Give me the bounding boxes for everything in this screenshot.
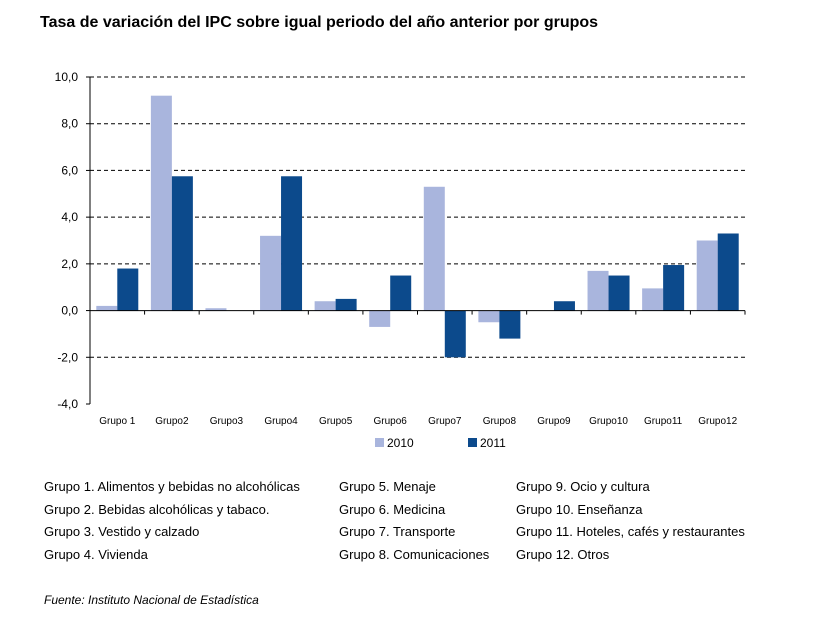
note-item: Grupo 2. Bebidas alcohólicas y tabaco.	[44, 501, 270, 517]
y-tick-label: 4,0	[61, 210, 78, 224]
x-category-label: Grupo12	[698, 416, 737, 427]
bar-2010-1	[96, 305, 118, 311]
bar-2011-10	[608, 275, 630, 311]
note-item: Grupo 7. Transporte	[339, 524, 456, 540]
bar-2011-1	[117, 268, 139, 311]
x-category-label: Grupo8	[483, 416, 517, 427]
bar-2011-8	[499, 310, 521, 339]
x-category-label: Grupo5	[319, 416, 353, 427]
bar-2010-7	[423, 186, 445, 311]
notes-column-2: Grupo 5. Menaje Grupo 6. Medicina Grupo …	[339, 476, 489, 567]
note-item: Grupo 12. Otros	[516, 547, 610, 563]
bar-2011-6	[390, 275, 412, 311]
x-category-label: Grupo4	[264, 416, 298, 427]
bar-2011-11	[663, 265, 685, 311]
bar-chart: -4,0-2,00,02,04,06,08,010,0 Grupo 1 Grupo…	[55, 70, 746, 450]
legend-label-2010: 2010	[387, 436, 414, 450]
bar-2011-9	[553, 301, 575, 311]
source-note: Fuente: Instituto Nacional de Estadístic…	[44, 593, 259, 607]
legend-label-2011: 2011	[480, 436, 506, 450]
x-category-label: Grupo2	[155, 416, 189, 427]
bar-2010-6	[369, 310, 391, 327]
bar-2010-11	[642, 288, 664, 311]
notes-column-3: Grupo 9. Ocio y cultura Grupo 10. Enseña…	[516, 476, 745, 567]
bars	[96, 95, 739, 358]
y-tick-label: 10,0	[55, 70, 79, 84]
bar-2010-5	[314, 301, 336, 311]
bar-2010-10	[587, 270, 609, 311]
legend: 2010 2011	[375, 436, 506, 450]
bar-2010-2	[150, 95, 172, 311]
note-item: Grupo 1. Alimentos y bebidas no alcohóli…	[44, 479, 300, 494]
x-category-label: Grupo10	[589, 416, 628, 427]
bar-2011-2	[171, 176, 193, 311]
bar-2011-12	[717, 233, 739, 311]
x-category-label: Grupo 1	[99, 416, 136, 427]
y-tick-label: 8,0	[61, 117, 78, 131]
y-tick-label: 2,0	[61, 257, 78, 271]
note-item: Grupo 11. Hoteles, cafés y restaurantes	[516, 524, 745, 540]
note-item: Grupo 6. Medicina	[339, 501, 446, 517]
bar-2011-5	[335, 298, 357, 311]
x-category-label: Grupo3	[210, 416, 244, 427]
x-category-label: Grupo9	[537, 416, 571, 427]
bar-2010-3	[205, 308, 227, 311]
bar-2010-12	[696, 240, 718, 311]
bar-2010-4	[260, 235, 282, 311]
note-item: Grupo 9. Ocio y cultura	[516, 479, 650, 494]
y-tick-label: -4,0	[57, 397, 78, 411]
note-item: Grupo 10. Enseñanza	[516, 501, 643, 517]
y-tick-label: -2,0	[57, 350, 78, 364]
note-item: Grupo 3. Vestido y calzado	[44, 524, 200, 540]
y-axis-ticks: -4,0 -2,0 0,0 2,0 4,0 6,0 8,0 10,0	[55, 70, 79, 411]
chart-title: Tasa de variación del IPC sobre igual pe…	[40, 14, 599, 31]
x-category-label: Grupo6	[374, 416, 408, 427]
x-category-label: Grupo11	[644, 416, 683, 427]
note-item: Grupo 4. Vivienda	[44, 547, 148, 563]
bar-2011-7	[444, 310, 466, 358]
y-tick-label: 6,0	[61, 163, 78, 177]
notes-column-1: Grupo 1. Alimentos y bebidas no alcohóli…	[44, 476, 300, 567]
x-category-label: Grupo7	[428, 416, 462, 427]
note-item: Grupo 8. Comunicaciones	[339, 547, 490, 563]
axes	[86, 76, 746, 405]
legend-swatch-2010	[375, 438, 384, 447]
note-item: Grupo 5. Menaje	[339, 479, 436, 494]
legend-swatch-2011	[468, 438, 477, 447]
x-axis-categories: Grupo 1 Grupo2 Grupo3 Grupo4 Grupo5 Grupo6 Gru…	[99, 416, 737, 427]
bar-2010-8	[478, 310, 500, 323]
y-tick-label: 0,0	[61, 304, 78, 318]
bar-2011-4	[281, 176, 303, 311]
